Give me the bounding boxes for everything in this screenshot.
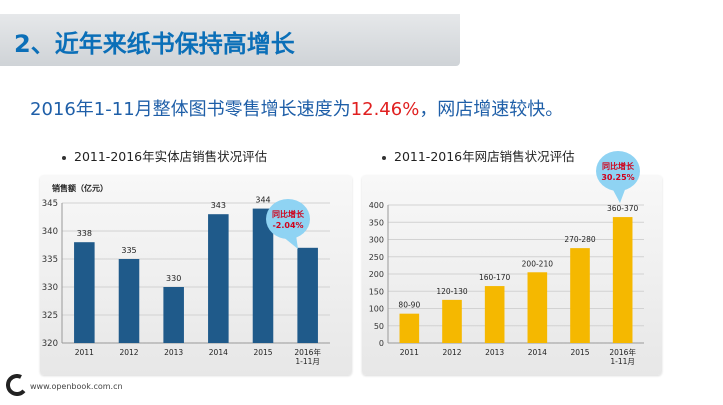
- headline-value: 12.46%: [350, 99, 420, 120]
- callout-line2: -2.04%: [272, 221, 303, 230]
- callout-bubble: 同比增长 -2.04%: [266, 199, 310, 249]
- bullet-icon: [62, 155, 66, 160]
- y-tick-label: 345: [42, 199, 58, 209]
- left-chart-panel: 320 325 330 335 340 345 销售额（亿元） 338 2011 335 2012 3…: [40, 175, 352, 375]
- data-label: 360-370: [607, 204, 639, 213]
- right-chart-subtitle-text: 2011-2016年网店销售状况评估: [394, 149, 575, 164]
- x-tick-label: 2013: [485, 348, 504, 357]
- openbook-logo-icon: [6, 374, 28, 396]
- right-bar-chart: 0 50 100 150 200 250 300 350 400 80-90 2011 120-130…: [369, 151, 644, 366]
- y-tick-label: 0: [379, 339, 384, 348]
- y-tick-label: 50: [374, 322, 384, 331]
- headline-suffix: ，网店增速较快。: [419, 99, 564, 120]
- data-label: 338: [77, 229, 92, 238]
- callout-tail: [612, 187, 626, 203]
- bar: [297, 247, 318, 343]
- x-tick-label: 2015: [253, 348, 272, 357]
- bar: [118, 259, 140, 343]
- x-tick-label: 2013: [164, 348, 183, 357]
- x-tick-label: 2011: [75, 348, 94, 357]
- headline-prefix: 2016年1-11月整体图书零售增长速度为: [30, 99, 351, 120]
- bar: [208, 214, 229, 343]
- left-bar-chart: 320 325 330 335 340 345 销售额（亿元） 338 2011 335 2012 3…: [42, 183, 330, 366]
- bar: [612, 217, 633, 343]
- y-tick-label: 325: [42, 311, 58, 321]
- x-tick-label: 2012: [119, 348, 138, 357]
- y-tick-label: 400: [369, 201, 384, 210]
- callout-bubble: 同比增长 30.25%: [596, 151, 640, 203]
- data-label: 200-210: [522, 259, 554, 268]
- slide-title-banner: 2、近年来纸书保持高增长: [0, 14, 460, 66]
- y-tick-label: 250: [369, 253, 384, 262]
- bar: [527, 272, 548, 343]
- bar: [484, 286, 505, 343]
- x-tick-label: 2011: [400, 348, 419, 357]
- x-tick-label: 1-11月: [295, 357, 320, 366]
- bar: [252, 208, 274, 343]
- callout-ellipse: [266, 199, 310, 239]
- y-tick-label: 335: [42, 255, 58, 265]
- left-chart-subtitle-text: 2011-2016年实体店销售状况评估: [74, 149, 268, 164]
- footer-url: www.openbook.com.cn: [30, 382, 123, 391]
- y-tick-label: 330: [42, 283, 58, 293]
- x-tick-label: 2016年: [294, 347, 321, 357]
- y-tick-label: 350: [369, 218, 384, 227]
- x-tick-label: 2014: [209, 348, 228, 357]
- bar: [399, 313, 420, 343]
- y-tick-label: 200: [369, 270, 384, 279]
- bar: [442, 299, 462, 343]
- data-label: 120-130: [436, 287, 468, 296]
- y-tick-label: 340: [42, 227, 58, 237]
- slide-title: 2、近年来纸书保持高增长: [14, 30, 295, 58]
- x-tick-label: 2016年: [609, 347, 636, 357]
- data-label: 160-170: [479, 273, 511, 282]
- callout-line1: 同比增长: [602, 161, 635, 171]
- data-label: 270-280: [564, 235, 596, 244]
- data-label: 80-90: [398, 301, 420, 310]
- x-tick-label: 2014: [528, 348, 547, 357]
- bar: [163, 287, 184, 343]
- x-tick-label: 2015: [570, 348, 589, 357]
- data-label: 343: [211, 201, 226, 210]
- callout-line2: 30.25%: [601, 173, 634, 182]
- y-tick-label: 100: [369, 305, 384, 314]
- callout-line1: 同比增长: [272, 209, 305, 219]
- callout-ellipse: [596, 151, 640, 191]
- headline: 2016年1-11月整体图书零售增长速度为12.46%，网店增速较快。: [30, 95, 563, 121]
- data-label: 344: [255, 196, 270, 205]
- bullet-icon: [382, 155, 386, 160]
- right-chart-panel: 0 50 100 150 200 250 300 350 400 80-90 2011 120-130…: [362, 151, 662, 375]
- y-tick-label: 320: [42, 339, 58, 349]
- y-tick-label: 300: [369, 236, 384, 245]
- x-tick-label: 1-11月: [610, 357, 635, 366]
- right-chart-subtitle: 2011-2016年网店销售状况评估: [382, 146, 575, 165]
- y-axis-label: 销售额（亿元）: [52, 183, 108, 193]
- bar: [74, 242, 95, 343]
- bar: [570, 248, 590, 343]
- x-tick-label: 2012: [442, 348, 461, 357]
- y-tick-label: 150: [369, 287, 384, 296]
- data-label: 335: [121, 246, 136, 255]
- data-label: 330: [166, 274, 181, 283]
- left-chart-subtitle: 2011-2016年实体店销售状况评估: [62, 146, 267, 165]
